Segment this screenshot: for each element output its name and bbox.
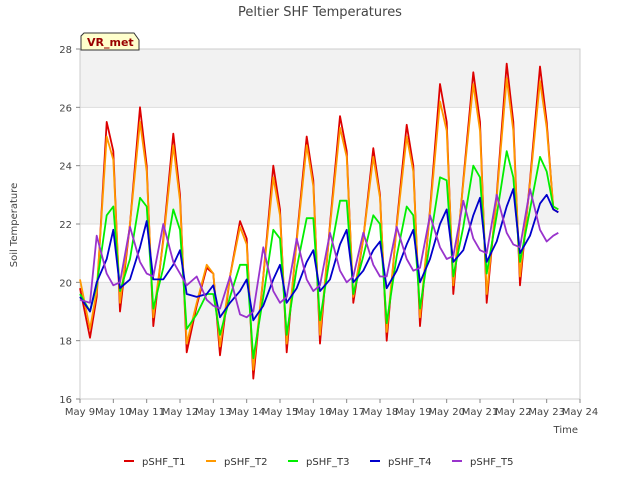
legend-label-pshf-t2: pSHF_T2 (224, 457, 267, 468)
y-tick-label: 24 (59, 162, 72, 173)
y-tick-label: 22 (59, 220, 72, 231)
x-tick-label: May 19 (395, 407, 432, 418)
y-tick-label: 18 (59, 337, 72, 348)
legend-label-pshf-t4: pSHF_T4 (388, 457, 431, 468)
y-tick-label: 26 (59, 103, 72, 114)
y-axis-label: Soil Temperature (9, 183, 20, 268)
x-tick-label: May 24 (562, 407, 599, 418)
x-tick-label: May 18 (362, 407, 399, 418)
x-tick-label: May 16 (295, 407, 332, 418)
chart-title: Peltier SHF Temperatures (238, 5, 402, 20)
y-tick-label: 20 (59, 278, 72, 289)
x-tick-label: May 22 (495, 407, 532, 418)
legend-label-pshf-t3: pSHF_T3 (306, 457, 349, 468)
y-tick-label: 16 (59, 395, 72, 406)
x-tick-label: May 17 (328, 407, 365, 418)
legend-label-pshf-t1: pSHF_T1 (142, 457, 185, 468)
x-tick-label: May 21 (462, 407, 499, 418)
series-line-pshf-t3 (79, 150, 559, 360)
x-tick-label: May 13 (195, 407, 232, 418)
grid-band (80, 49, 580, 108)
x-tick-label: May 15 (262, 407, 299, 418)
x-tick-label: May 11 (128, 407, 165, 418)
grid-band (80, 282, 580, 341)
x-tick-label: May 10 (95, 407, 132, 418)
series-line-pshf-t5 (79, 188, 559, 319)
x-axis-label: Time (553, 425, 578, 436)
x-tick-label: May 12 (162, 407, 199, 418)
vr-met-badge-label: VR_met (87, 36, 134, 49)
series-line-pshf-t4 (79, 188, 559, 322)
x-tick-label: May 20 (428, 407, 465, 418)
x-tick-label: May 14 (228, 407, 265, 418)
x-tick-label: May 23 (528, 407, 565, 418)
series-line-pshf-t2 (79, 77, 559, 371)
vr-met-badge: VR_met (80, 32, 140, 51)
legend: pSHF_T1 pSHF_T2 pSHF_T3 pSHF_T4 pSHF_T5 (124, 457, 513, 468)
x-tick-label: May 9 (65, 407, 95, 418)
y-tick-label: 28 (59, 45, 72, 56)
legend-label-pshf-t5: pSHF_T5 (470, 457, 513, 468)
